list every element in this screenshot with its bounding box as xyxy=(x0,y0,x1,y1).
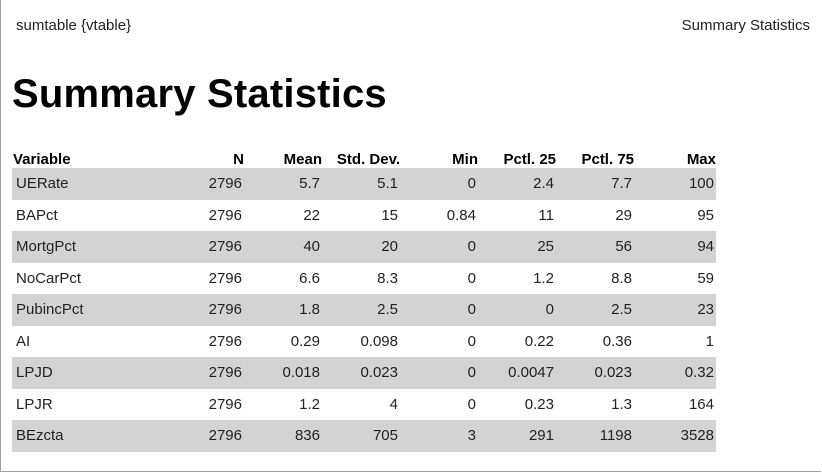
cell-min: 0 xyxy=(400,294,478,326)
cell-n: 2796 xyxy=(146,357,244,389)
table-body: UERate 2796 5.7 5.1 0 2.4 7.7 100 BAPct 2796 22 15 0… xyxy=(12,168,716,452)
summary-statistics-table: Variable N Mean Std. Dev. Min Pctl. 25 P… xyxy=(12,146,716,452)
cell-mean: 0.018 xyxy=(244,357,322,389)
cell-pctl-25: 291 xyxy=(478,420,556,452)
table-row: NoCarPct 2796 6.6 8.3 0 1.2 8.8 59 xyxy=(12,263,716,295)
cell-max: 164 xyxy=(688,395,714,413)
table-header-row: Variable N Mean Std. Dev. Min Pctl. 25 P… xyxy=(12,146,716,168)
cell-pctl-75: 56 xyxy=(556,231,634,263)
cell-mean: 22 xyxy=(303,206,320,224)
table-row: PubincPct 2796 1.8 2.5 0 0 2.5 23 xyxy=(12,294,716,326)
column-header-mean: Mean xyxy=(283,151,322,168)
column-header-pctl-25: Pctl. 25 xyxy=(503,151,556,168)
cell-pctl-25: 11 xyxy=(538,206,554,224)
cell-n: 2796 xyxy=(208,269,242,287)
cell-variable: NoCarPct xyxy=(16,269,82,287)
cell-min: 0 xyxy=(467,332,476,350)
cell-std-dev: 15 xyxy=(381,206,398,224)
cell-std-dev: 20 xyxy=(322,231,400,263)
table-row: UERate 2796 5.7 5.1 0 2.4 7.7 100 xyxy=(12,168,716,200)
cell-n: 2796 xyxy=(146,420,244,452)
cell-min: 0 xyxy=(400,231,478,263)
cell-pctl-25: 2.4 xyxy=(478,168,556,200)
table-row: MortgPct 2796 40 20 0 25 56 94 xyxy=(12,231,716,263)
cell-variable: BEzcta xyxy=(12,420,146,452)
cell-variable: BAPct xyxy=(16,206,58,224)
cell-pctl-75: 1198 xyxy=(556,420,634,452)
table-row: BAPct 2796 22 15 0.84 11 29 95 xyxy=(12,200,716,232)
cell-n: 2796 xyxy=(208,332,242,350)
cell-variable: AI xyxy=(16,332,31,350)
cell-std-dev: 0.023 xyxy=(322,357,400,389)
cell-mean: 6.6 xyxy=(299,269,320,287)
cell-mean: 5.7 xyxy=(244,168,322,200)
cell-min: 0 xyxy=(467,395,476,413)
cell-max: 0.32 xyxy=(634,357,716,389)
cell-min: 0.84 xyxy=(446,206,476,224)
cell-std-dev: 0.098 xyxy=(360,332,398,350)
cell-min: 0 xyxy=(400,168,478,200)
cell-min: 0 xyxy=(400,357,478,389)
cell-mean: 1.2 xyxy=(299,395,320,413)
cell-n: 2796 xyxy=(208,395,242,413)
cell-std-dev: 8.3 xyxy=(377,269,398,287)
cell-max: 3528 xyxy=(634,420,716,452)
table-header: Variable N Mean Std. Dev. Min Pctl. 25 P… xyxy=(12,146,716,168)
cell-max: 59 xyxy=(697,269,714,287)
document-title-label: Summary Statistics xyxy=(681,17,810,34)
table-row: LPJD 2796 0.018 0.023 0 0.0047 0.023 0.32 xyxy=(12,357,716,389)
cell-pctl-75: 8.8 xyxy=(611,269,632,287)
cell-pctl-75: 0.023 xyxy=(556,357,634,389)
cell-max: 1 xyxy=(705,332,714,350)
cell-pctl-75: 29 xyxy=(615,206,632,224)
cell-pctl-25: 0.23 xyxy=(524,395,554,413)
column-header-variable: Variable xyxy=(13,151,71,168)
cell-pctl-25: 0.0047 xyxy=(478,357,556,389)
column-header-std-dev: Std. Dev. xyxy=(336,151,400,168)
cell-variable: LPJD xyxy=(12,357,146,389)
cell-mean: 1.8 xyxy=(244,294,322,326)
cell-n: 2796 xyxy=(146,168,244,200)
cell-variable: PubincPct xyxy=(12,294,146,326)
cell-min: 0 xyxy=(467,269,476,287)
table-row: LPJR 2796 1.2 4 0 0.23 1.3 164 xyxy=(12,389,716,421)
cell-variable: UERate xyxy=(12,168,146,200)
cell-mean: 40 xyxy=(244,231,322,263)
cell-min: 3 xyxy=(400,420,478,452)
cell-pctl-75: 0.36 xyxy=(602,332,632,350)
cell-mean: 836 xyxy=(244,420,322,452)
cell-pctl-25: 1.2 xyxy=(533,269,554,287)
column-header-pctl-75: Pctl. 75 xyxy=(581,151,634,168)
cell-pctl-75: 7.7 xyxy=(556,168,634,200)
help-topic-label: sumtable {vtable} xyxy=(16,17,132,34)
cell-pctl-75: 2.5 xyxy=(556,294,634,326)
page-title: Summary Statistics xyxy=(12,72,387,116)
cell-std-dev: 705 xyxy=(322,420,400,452)
cell-max: 100 xyxy=(634,168,716,200)
column-header-max: Max xyxy=(686,151,716,168)
cell-pctl-75: 1.3 xyxy=(611,395,632,413)
cell-std-dev: 5.1 xyxy=(322,168,400,200)
cell-pctl-25: 25 xyxy=(478,231,556,263)
cell-max: 94 xyxy=(634,231,716,263)
cell-pctl-25: 0.22 xyxy=(524,332,554,350)
column-header-n: N xyxy=(233,151,244,168)
cell-n: 2796 xyxy=(146,294,244,326)
table-row: AI 2796 0.29 0.098 0 0.22 0.36 1 xyxy=(12,326,716,358)
table-row: BEzcta 2796 836 705 3 291 1198 3528 xyxy=(12,420,716,452)
cell-variable: LPJR xyxy=(16,395,53,413)
cell-variable: MortgPct xyxy=(12,231,146,263)
cell-n: 2796 xyxy=(146,231,244,263)
cell-max: 23 xyxy=(634,294,716,326)
cell-mean: 0.29 xyxy=(290,332,320,350)
cell-max: 95 xyxy=(697,206,714,224)
cell-pctl-25: 0 xyxy=(478,294,556,326)
cell-n: 2796 xyxy=(208,206,242,224)
cell-std-dev: 4 xyxy=(389,395,398,413)
column-header-min: Min xyxy=(452,151,478,168)
cell-std-dev: 2.5 xyxy=(322,294,400,326)
